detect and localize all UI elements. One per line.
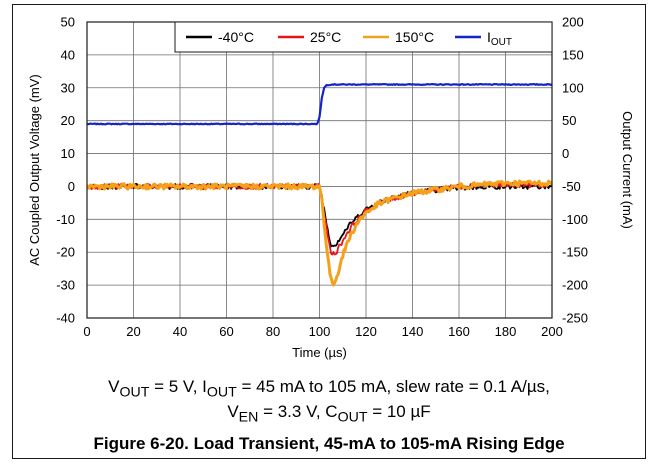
legend-label: 150°C bbox=[395, 29, 434, 45]
y2-tick-label: 50 bbox=[562, 113, 576, 128]
x-tick-label: 0 bbox=[83, 324, 90, 339]
x-axis-label: Time (µs) bbox=[292, 345, 347, 360]
x-tick-label: 140 bbox=[402, 324, 424, 339]
y-tick-label: -20 bbox=[56, 245, 75, 260]
test-conditions-line-1: VOUT = 5 V, IOUT = 45 mA to 105 mA, slew… bbox=[108, 377, 550, 401]
figure-title: Figure 6-20. Load Transient, 45-mA to 10… bbox=[93, 434, 565, 453]
y2-tick-label: -250 bbox=[562, 311, 588, 326]
grid bbox=[87, 22, 552, 318]
series-layer bbox=[87, 83, 552, 287]
x-tick-label: 60 bbox=[219, 324, 233, 339]
x-tick-label: 180 bbox=[495, 324, 517, 339]
series-line bbox=[87, 83, 552, 126]
axis-ticks: 0 20 40 60 80 100 120 140 160 180 200-40-30-20-100… bbox=[56, 15, 588, 340]
legend-label: -40°C bbox=[218, 29, 254, 45]
y2-tick-label: -200 bbox=[562, 278, 588, 293]
x-tick-label: 200 bbox=[541, 324, 563, 339]
y-tick-label: -40 bbox=[56, 311, 75, 326]
y-axis-label: AC Coupled Output Voltage (mV) bbox=[27, 74, 42, 266]
legend-label: 25°C bbox=[310, 29, 341, 45]
chart-frame bbox=[12, 4, 646, 459]
y-tick-label: 0 bbox=[68, 179, 75, 194]
y2-tick-label: -100 bbox=[562, 212, 588, 227]
x-tick-label: 20 bbox=[126, 324, 140, 339]
y-tick-label: 40 bbox=[61, 47, 75, 62]
y2-tick-label: -150 bbox=[562, 245, 588, 260]
series-line bbox=[87, 179, 552, 287]
test-conditions-line-2: VEN = 3.3 V, COUT = 10 µF bbox=[227, 402, 431, 426]
y2-tick-label: 0 bbox=[562, 146, 569, 161]
y-tick-label: 20 bbox=[61, 113, 75, 128]
y2-tick-label: 200 bbox=[562, 15, 584, 30]
x-tick-label: 80 bbox=[266, 324, 280, 339]
y2-tick-label: -50 bbox=[562, 179, 581, 194]
x-tick-label: 160 bbox=[448, 324, 470, 339]
x-tick-label: 120 bbox=[355, 324, 377, 339]
y2-tick-label: 100 bbox=[562, 80, 584, 95]
y2-tick-label: 150 bbox=[562, 47, 584, 62]
x-tick-label: 100 bbox=[309, 324, 331, 339]
y-tick-label: 10 bbox=[61, 146, 75, 161]
legend: -40°C 25°C 150°C IOUT bbox=[174, 21, 553, 53]
y-tick-label: -10 bbox=[56, 212, 75, 227]
y2-axis-label: Output Current (mA) bbox=[620, 111, 635, 229]
y-tick-label: 50 bbox=[61, 15, 75, 30]
x-tick-label: 40 bbox=[173, 324, 187, 339]
y-tick-label: -30 bbox=[56, 278, 75, 293]
y-tick-label: 30 bbox=[61, 80, 75, 95]
